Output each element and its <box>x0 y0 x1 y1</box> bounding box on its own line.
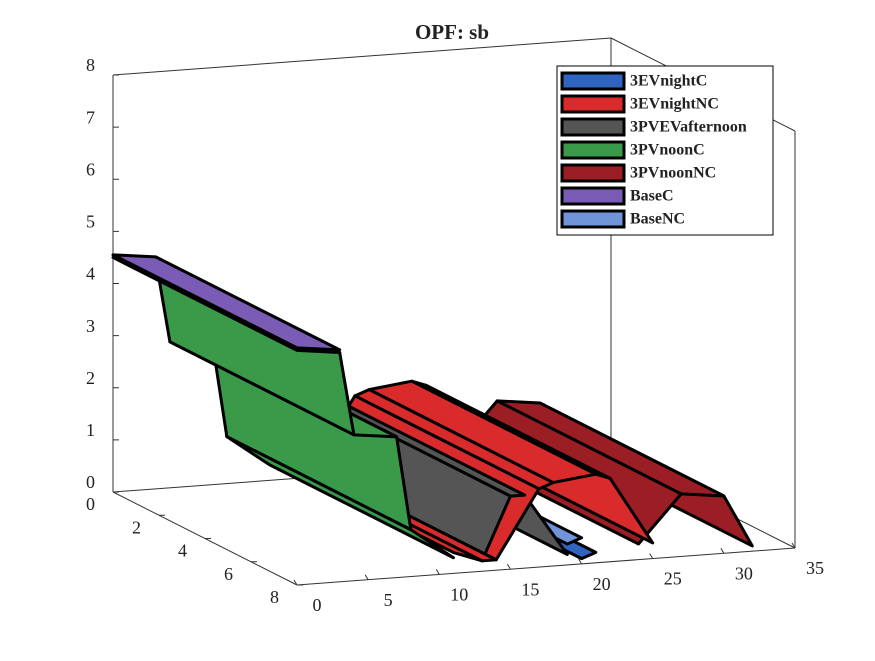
x-tick-label: 5 <box>384 590 393 610</box>
z-tick-label: 6 <box>86 159 95 179</box>
x-tick-label: 0 <box>313 595 322 615</box>
z-tick-label: 4 <box>86 264 95 284</box>
legend-label: 3PVEVafternoon <box>630 119 747 136</box>
legend-label: BaseC <box>630 188 674 205</box>
x-tick <box>364 574 369 580</box>
legend-swatch <box>560 117 626 137</box>
z-tick-label: 8 <box>86 55 95 75</box>
z-tick-label: 0 <box>86 472 95 492</box>
z-tick-label: 1 <box>86 420 95 440</box>
x-tick-label: 30 <box>735 563 753 583</box>
x-tick-label: 25 <box>664 569 682 589</box>
x-tick <box>293 579 298 586</box>
x-tick <box>720 548 725 554</box>
x-tick <box>791 542 796 549</box>
legend-swatch <box>560 163 626 183</box>
z-tick-label: 7 <box>86 107 95 127</box>
x-tick-label: 10 <box>450 585 468 605</box>
z-tick-label: 3 <box>86 316 95 336</box>
legend-label: 3PVnoonNC <box>630 165 716 182</box>
x-tick <box>435 569 440 575</box>
x-tick-label: 15 <box>521 579 539 599</box>
y-tick-label: 6 <box>224 564 233 584</box>
legend-swatch <box>560 186 626 206</box>
legend-label: 3PVnoonC <box>630 142 705 159</box>
z-tick-label: 5 <box>86 212 95 232</box>
legend-label: 3EVnightNC <box>630 96 719 113</box>
x-tick <box>578 558 583 565</box>
y-tick-label: 4 <box>178 541 187 561</box>
x-tick <box>649 553 654 559</box>
chart-title: OPF: sb <box>415 20 489 44</box>
legend-swatch <box>560 71 626 91</box>
legend-label: BaseNC <box>630 211 685 228</box>
legend-swatch <box>560 94 626 114</box>
x-tick <box>506 563 511 570</box>
legend: 3EVnightC 3EVnightNC 3PVEVafternoon 3PVnoon… <box>556 65 774 236</box>
y-tick-label: 8 <box>270 587 279 607</box>
axis-line <box>112 37 612 76</box>
surface-patch <box>111 253 342 352</box>
x-tick-label: 35 <box>806 558 824 578</box>
y-tick-label: 0 <box>86 494 95 514</box>
x-tick-label: 20 <box>593 574 611 594</box>
z-tick-label: 2 <box>86 368 95 388</box>
legend-swatch <box>560 209 626 229</box>
legend-swatch <box>560 140 626 160</box>
y-tick-label: 2 <box>132 517 141 537</box>
axis-line <box>296 547 796 586</box>
legend-label: 3EVnightC <box>630 73 707 90</box>
